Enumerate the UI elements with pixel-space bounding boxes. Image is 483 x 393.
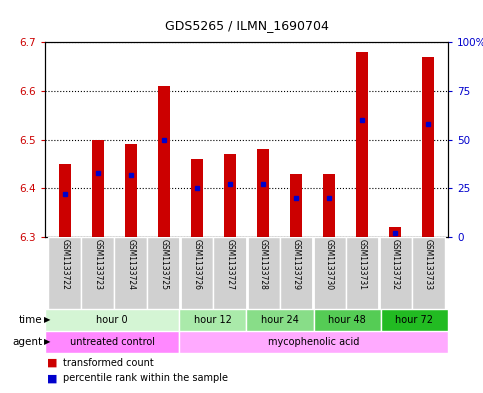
Bar [81,237,114,309]
Bar [181,237,213,309]
Bar [313,309,381,331]
Text: mycophenolic acid: mycophenolic acid [268,337,359,347]
Text: ▶: ▶ [43,316,50,325]
Text: agent: agent [13,337,43,347]
Text: untreated control: untreated control [70,337,155,347]
Text: transformed count: transformed count [63,358,154,368]
Bar [45,309,179,331]
Text: GSM1133730: GSM1133730 [325,239,334,290]
Text: GSM1133722: GSM1133722 [60,239,70,290]
Bar [246,309,313,331]
Text: hour 0: hour 0 [96,315,128,325]
Text: percentile rank within the sample: percentile rank within the sample [63,373,228,383]
Bar [191,159,203,237]
Bar [356,52,368,237]
Bar [381,309,448,331]
Text: ▶: ▶ [43,338,50,347]
Bar [379,237,412,309]
Bar [45,331,179,353]
Bar [423,57,434,237]
Bar [114,237,147,309]
Text: GSM1133732: GSM1133732 [391,239,399,290]
Text: GSM1133727: GSM1133727 [226,239,234,290]
Text: GDS5265 / ILMN_1690704: GDS5265 / ILMN_1690704 [165,19,328,32]
Bar [179,309,246,331]
Bar [323,174,335,237]
Bar [280,237,313,309]
Text: GSM1133723: GSM1133723 [93,239,102,290]
Text: hour 24: hour 24 [261,315,299,325]
Text: GSM1133726: GSM1133726 [192,239,201,290]
Bar [412,237,445,309]
Text: ■: ■ [47,358,58,368]
Bar [389,227,401,237]
Bar [290,174,302,237]
Bar [125,144,137,237]
Text: hour 72: hour 72 [396,315,433,325]
Text: GSM1133728: GSM1133728 [258,239,268,290]
Text: hour 12: hour 12 [194,315,232,325]
Bar [92,140,104,237]
Bar [179,331,448,353]
Text: GSM1133731: GSM1133731 [357,239,367,290]
Text: GSM1133724: GSM1133724 [127,239,135,290]
Text: hour 48: hour 48 [328,315,366,325]
Bar [313,237,346,309]
Bar [213,237,246,309]
Text: GSM1133725: GSM1133725 [159,239,169,290]
Bar [59,164,71,237]
Text: time: time [19,315,43,325]
Bar [158,86,170,237]
Bar [224,154,236,237]
Bar [257,149,269,237]
Bar [48,237,81,309]
Bar [346,237,379,309]
Text: ■: ■ [47,373,58,383]
Bar [246,237,280,309]
Bar [147,237,181,309]
Text: GSM1133729: GSM1133729 [292,239,300,290]
Text: GSM1133733: GSM1133733 [424,239,433,290]
